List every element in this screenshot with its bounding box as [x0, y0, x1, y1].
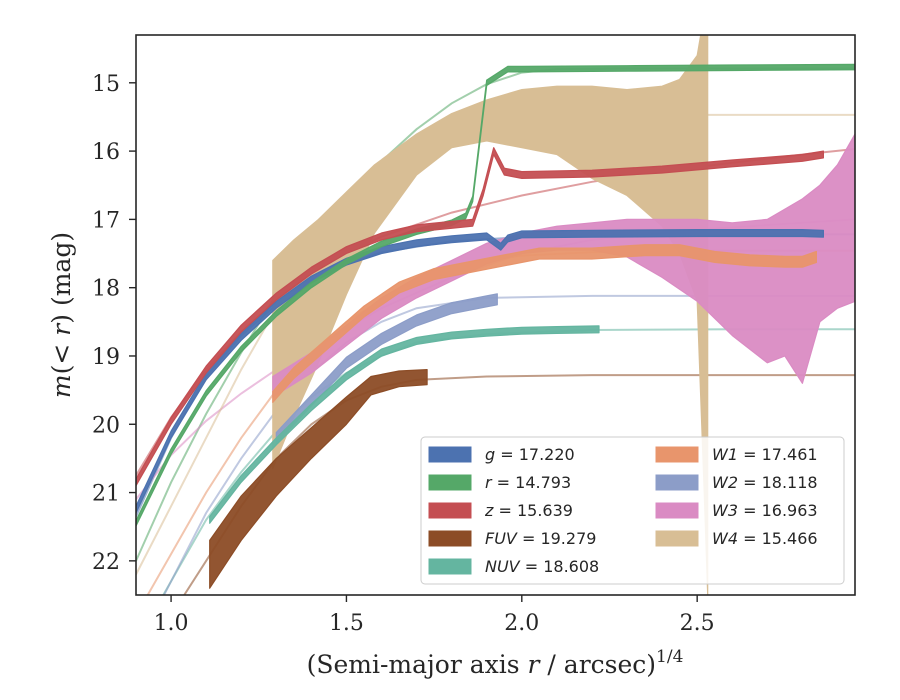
legend-label-g: g = 17.220	[485, 445, 575, 464]
x-tick-label: 2.5	[680, 611, 715, 636]
legend-swatch-fuv	[428, 530, 472, 547]
legend-swatch-r	[428, 474, 472, 491]
legend-box	[420, 436, 845, 585]
legend-swatch-g	[428, 446, 472, 463]
legend-label-nuv: NUV = 18.608	[485, 557, 599, 576]
data-band-z	[136, 147, 824, 487]
legend-swatch-nuv	[428, 558, 472, 575]
y-tick-label: 17	[92, 208, 120, 233]
y-tick-label: 18	[92, 277, 120, 302]
x-tick-label: 2.0	[504, 611, 539, 636]
series-layer	[136, 35, 855, 595]
legend-label-z: z = 15.639	[484, 501, 573, 520]
data-band-nuv	[209, 325, 600, 524]
legend-label-w4: W4 = 15.466	[712, 529, 818, 548]
data-band-r	[136, 63, 855, 527]
legend-label-w2: W2 = 18.118	[712, 473, 818, 492]
legend-label-w3: W3 = 16.963	[712, 501, 818, 520]
y-tick-label: 21	[92, 482, 120, 507]
y-axis-label: m(< r) (mag)	[47, 232, 76, 398]
x-axis-ticks: 1.0 1.5 2.0 2.5	[154, 595, 715, 636]
legend-swatch-w1	[655, 446, 699, 463]
x-axis-label: (Semi-major axis r / arcsec)1/4	[307, 647, 684, 679]
legend-swatch-w4	[655, 530, 699, 547]
y-tick-label: 15	[92, 72, 120, 97]
legend-label-fuv: FUV = 19.279	[485, 529, 596, 548]
data-band-fuv	[209, 369, 428, 589]
legend-label-r: r = 14.793	[485, 473, 571, 492]
legend-swatch-w2	[655, 474, 699, 491]
data-band-w2	[275, 293, 498, 444]
y-tick-label: 20	[92, 413, 120, 438]
x-tick-label: 1.0	[154, 611, 189, 636]
y-tick-label: 22	[92, 550, 120, 575]
legend-swatch-z	[428, 502, 472, 519]
legend: g = 17.220 r = 14.793 z = 15.639 FUV = 19.2…	[420, 436, 845, 585]
data-band-w1	[272, 244, 817, 403]
legend-label-w1: W1 = 17.461	[712, 445, 818, 464]
y-tick-label: 19	[92, 345, 120, 370]
x-tick-label: 1.5	[329, 611, 364, 636]
plot-frame	[135, 34, 856, 596]
y-axis-ticks: 15 16 17 18 19 20 21 22	[92, 72, 136, 575]
y-tick-label: 16	[92, 140, 120, 165]
legend-swatch-w3	[655, 502, 699, 519]
